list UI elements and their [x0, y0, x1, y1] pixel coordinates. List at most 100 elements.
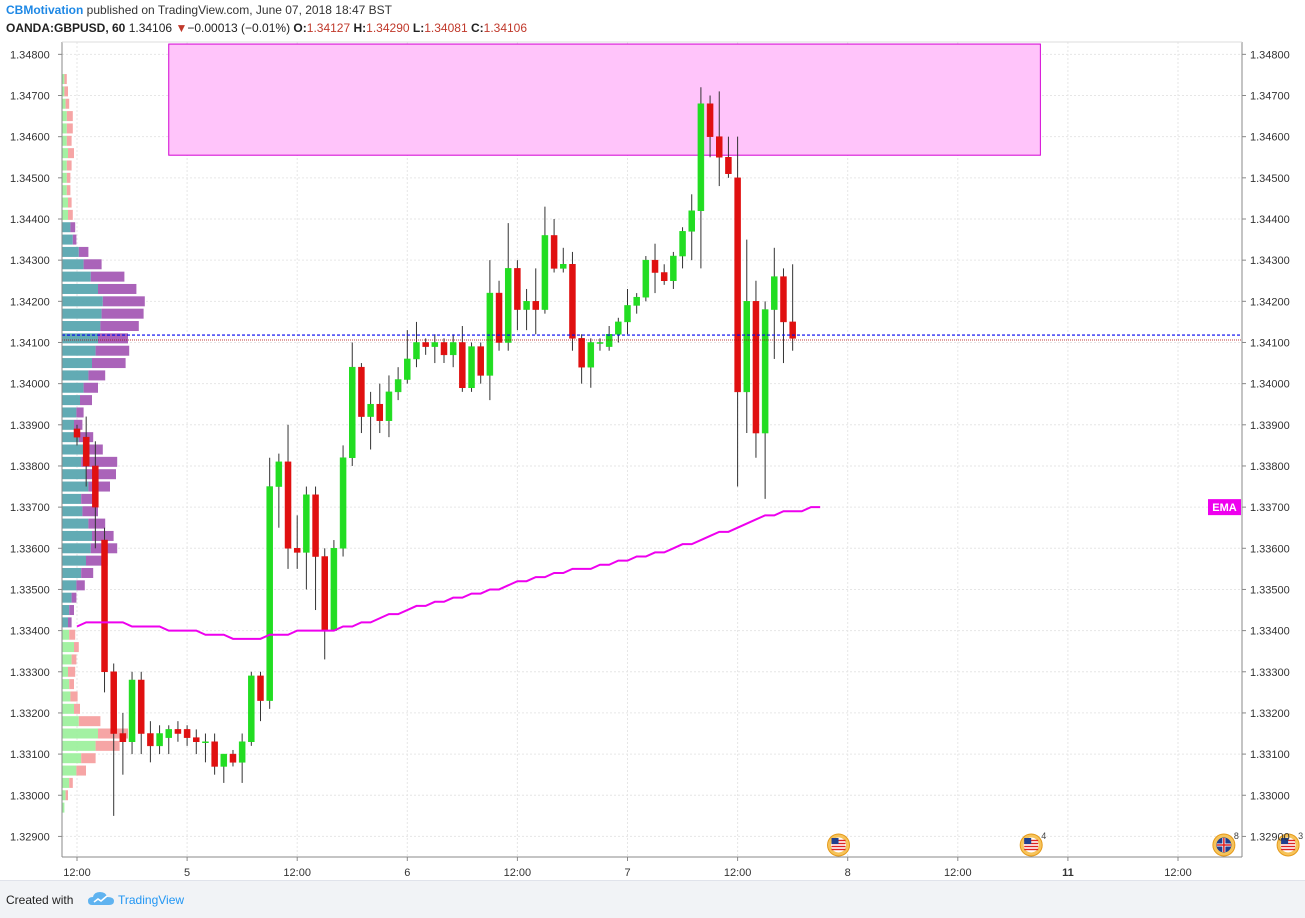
- event-count: 4: [1041, 831, 1046, 841]
- volume-bar-down: [81, 493, 94, 504]
- author-link[interactable]: CBMotivation: [6, 3, 84, 17]
- volume-bar-up: [62, 308, 102, 319]
- candle-body: [404, 358, 411, 380]
- volume-bar-down: [74, 419, 83, 430]
- volume-bar-up: [62, 135, 67, 146]
- candle-body: [495, 292, 503, 343]
- high-label: H:: [353, 21, 367, 35]
- volume-bar-up: [62, 222, 71, 233]
- volume-bar-down: [102, 296, 145, 307]
- volume-bar-down: [68, 209, 73, 220]
- candle-body: [367, 403, 374, 417]
- candle-body: [771, 276, 778, 310]
- footer: Created with TradingView: [0, 880, 1305, 918]
- volume-bar-down: [66, 111, 73, 122]
- symbol-label: OANDA:GBPUSD, 60: [6, 21, 126, 35]
- candle-body: [303, 494, 310, 553]
- volume-bar-up: [62, 283, 98, 294]
- candle-body: [725, 157, 732, 174]
- candle-body: [477, 346, 484, 376]
- volume-bar-down: [68, 666, 76, 677]
- x-tick-label: 12:00: [1164, 867, 1192, 879]
- ema-label-bg: [1208, 499, 1241, 516]
- ema-line: [76, 506, 821, 640]
- y-tick-label-left: 1.33500: [10, 584, 50, 596]
- us-flag-event-icon[interactable]: 3: [1276, 831, 1303, 857]
- x-tick-label: 11: [1062, 867, 1074, 879]
- y-tick-label-left: 1.34300: [10, 255, 50, 267]
- candle-body: [422, 342, 429, 347]
- volume-bar-up: [62, 543, 91, 554]
- candle-body: [459, 342, 466, 389]
- volume-bar-down: [98, 283, 137, 294]
- volume-bar-up: [62, 506, 83, 517]
- volume-bar-down: [70, 691, 78, 702]
- volume-bar-up: [62, 333, 98, 344]
- volume-bar-up: [62, 395, 80, 406]
- ema-label-text: EMA: [1212, 502, 1237, 514]
- candle-body: [394, 379, 402, 393]
- created-with-text: Created with: [6, 893, 74, 907]
- volume-bar-down: [71, 592, 77, 603]
- volume-bar-down: [83, 382, 98, 393]
- volume-bar-down: [68, 617, 72, 628]
- ema-axis-label: EMA: [1208, 499, 1241, 516]
- candle-body: [193, 737, 200, 742]
- candle-body: [560, 264, 567, 269]
- y-tick-label-left: 1.33700: [10, 502, 50, 514]
- open-value: 1.34127: [306, 21, 351, 35]
- volume-bar-down: [81, 456, 118, 467]
- volume-bar-down: [81, 753, 96, 764]
- y-tick-label: 1.33100: [1250, 749, 1290, 761]
- us-flag-event-icon[interactable]: 4: [1019, 831, 1046, 857]
- event-count: 8: [1234, 831, 1239, 841]
- volume-bar-down: [90, 271, 125, 282]
- x-tick-label: 12:00: [944, 867, 972, 879]
- candle-body: [504, 268, 512, 343]
- candle-body: [789, 321, 796, 339]
- volume-bar-down: [65, 790, 68, 801]
- uk-flag-event-icon[interactable]: 8: [1212, 831, 1239, 857]
- volume-bar-up: [62, 580, 77, 591]
- volume-bar-up: [62, 605, 70, 616]
- candle-body: [119, 733, 127, 742]
- y-tick-label: 1.33500: [1250, 584, 1290, 596]
- tradingview-link[interactable]: TradingView: [118, 893, 185, 907]
- us-flag-event-icon[interactable]: [827, 833, 851, 857]
- y-tick-label-left: 1.33300: [10, 667, 50, 679]
- tradingview-cloud-icon[interactable]: [88, 891, 114, 907]
- candle-body: [743, 301, 751, 393]
- volume-bar-up: [62, 407, 77, 418]
- candle-body: [624, 305, 631, 323]
- y-tick-label-left: 1.33800: [10, 461, 50, 473]
- volume-bar-up: [62, 592, 72, 603]
- y-tick-label: 1.34200: [1250, 296, 1290, 308]
- y-tick-label-left: 1.34700: [10, 91, 50, 103]
- volume-bar-up: [62, 172, 67, 183]
- candle-body: [248, 675, 255, 742]
- x-tick-label: 8: [845, 867, 851, 879]
- y-tick-label: 1.34800: [1250, 49, 1290, 61]
- volume-bar-up: [62, 370, 89, 381]
- volume-bar-up: [62, 753, 82, 764]
- y-tick-label-left: 1.34100: [10, 337, 50, 349]
- candle-body: [137, 679, 145, 734]
- y-tick-label-left: 1.33000: [10, 790, 50, 802]
- candle-body: [734, 177, 741, 393]
- volume-bar-up: [62, 185, 67, 196]
- candle-body: [697, 103, 705, 212]
- candle-body: [578, 338, 585, 368]
- volume-bar-up: [62, 456, 82, 467]
- candle-body: [330, 548, 338, 631]
- volume-bar-down: [76, 407, 84, 418]
- volume-bar-down: [68, 197, 72, 208]
- candle-body: [211, 741, 218, 767]
- candle-body: [321, 556, 328, 631]
- x-tick-label: 12:00: [504, 867, 532, 879]
- x-tick-label: 5: [184, 867, 190, 879]
- volume-bar-up: [62, 98, 66, 109]
- volume-bar-down: [80, 395, 92, 406]
- y-tick-label-left: 1.34500: [10, 173, 50, 185]
- volume-bar-up: [62, 481, 89, 492]
